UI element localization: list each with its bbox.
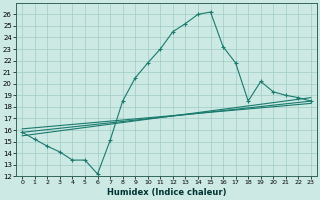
X-axis label: Humidex (Indice chaleur): Humidex (Indice chaleur) — [107, 188, 226, 197]
